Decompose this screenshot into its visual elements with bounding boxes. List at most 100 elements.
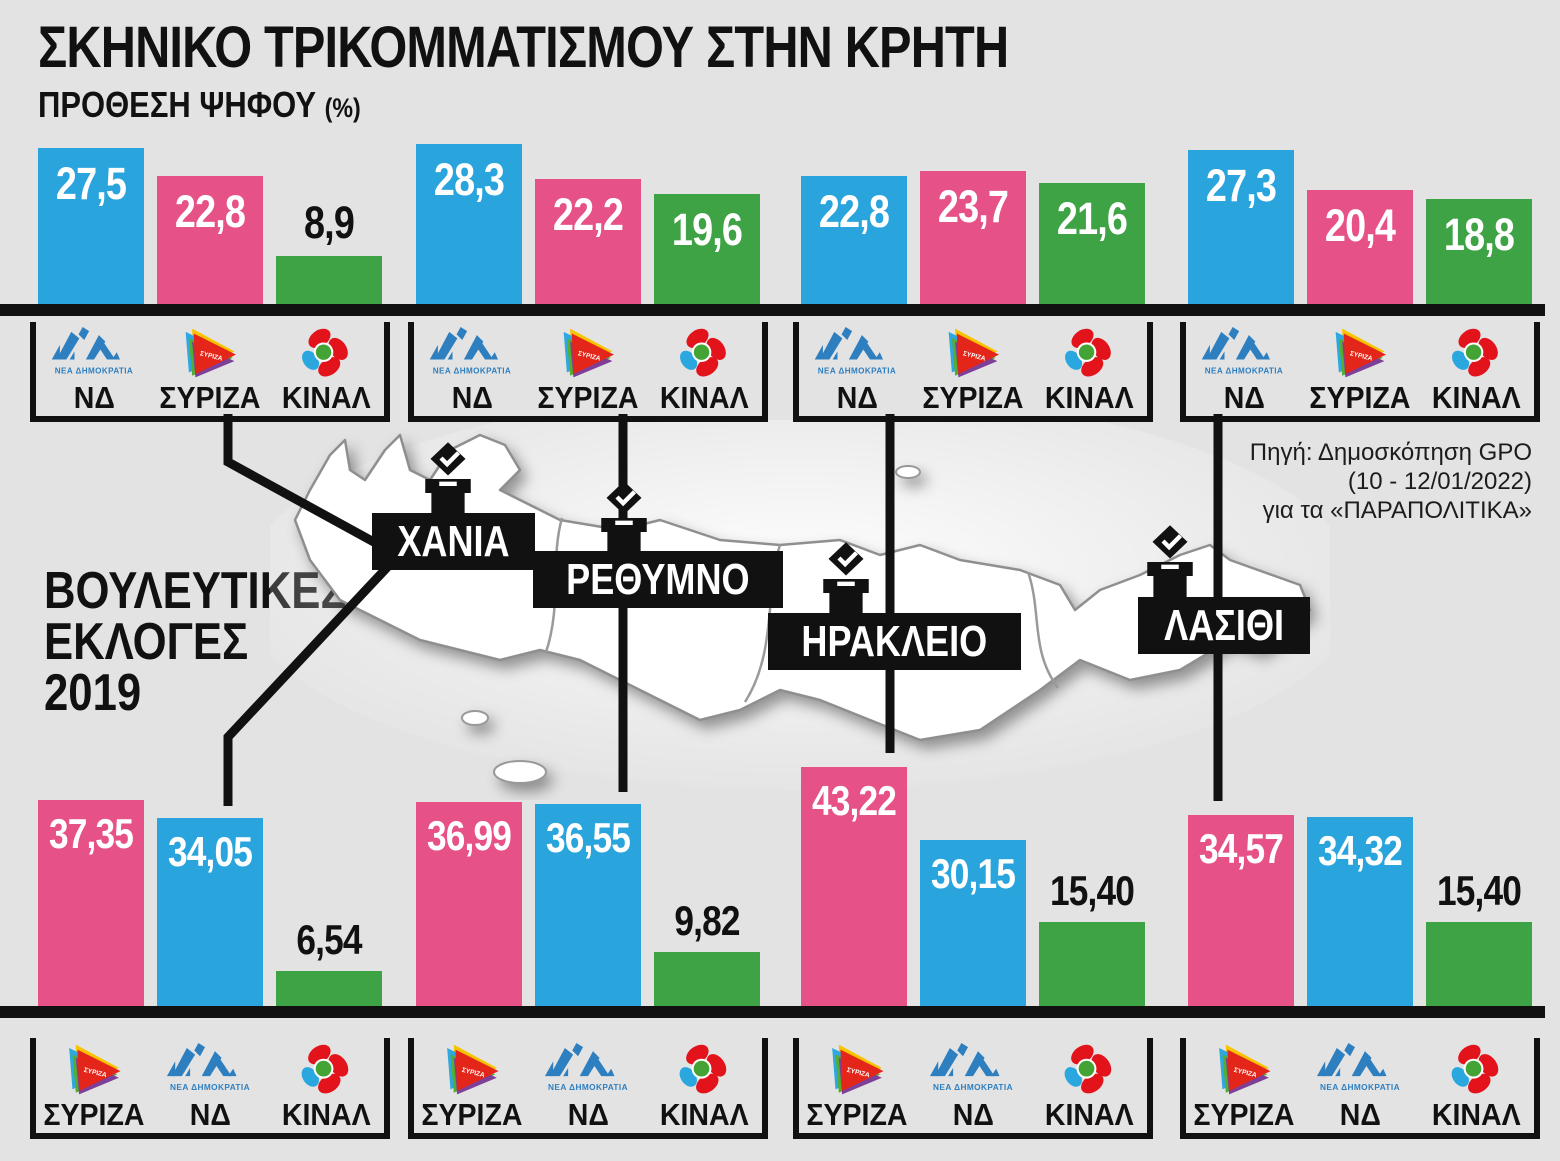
bar-ΚΙΝΑΛ-ΛΑΣΙΘΙ: 15,40 [1426,867,1532,1007]
bar-ΝΔ-ΗΡΑΚΛΕΙΟ: 30,15 [920,840,1026,1007]
party-band-bottom-lasithi: ΣΥΡΙΖΑ ΝΔ ΚΙΝΑΛ [1180,1038,1540,1139]
party-cell-nd: ΝΔ [1186,322,1302,416]
bar-value-label: 20,4 [1324,200,1396,251]
party-cell-kinal: ΚΙΝΑΛ [1418,322,1534,416]
bar-value-label: 15,40 [1436,867,1522,914]
bar-ΣΥΡΙΖΑ-ΧΑΝΙΑ: 37,35 [38,800,144,1007]
page-subtitle: ΠΡΟΘΕΣΗ ΨΗΦΟΥ (%) [38,84,361,126]
bar-value-label: 8,9 [303,197,355,248]
nd-logo-icon [1192,327,1296,379]
bar-value-label: 34,57 [1198,825,1284,872]
syriza-logo-icon [1212,1043,1276,1096]
party-label: ΣΥΡΙΖΑ [1309,380,1411,415]
syriza-logo-icon [1328,327,1392,379]
heading-line: ΕΚΛΟΓΕΣ [44,613,249,671]
bar-value-label: 15,40 [1049,867,1135,914]
party-cell-kinal: ΚΙΝΑΛ [1031,322,1147,416]
bar-value-label: 27,5 [55,158,127,209]
bar-value-label: 22,2 [552,189,624,240]
bar-value-label: 19,6 [671,204,743,255]
heading-line: 2019 [44,664,142,722]
page-title: ΣΚΗΝΙΚΟ ΤΡΙΚΟΜΜΑΤΙΣΜΟΥ ΣΤΗΝ ΚΡΗΤΗ [38,15,1009,80]
party-band-bottom-rethymno: ΣΥΡΙΖΑ ΝΔ ΚΙΝΑΛ [408,1038,768,1139]
party-label: ΣΥΡΙΖΑ [1193,1097,1295,1132]
party-label: ΝΔ [1223,380,1265,415]
nd-logo-icon [921,1043,1025,1096]
bar-value-label: 36,55 [545,814,631,861]
party-band-top-heraklio: ΝΔ ΣΥΡΙΖΑ ΚΙΝΑΛ [793,322,1153,422]
party-label: ΝΔ [73,380,115,415]
party-label: ΝΔ [451,380,493,415]
party-band-top-rethymno: ΝΔ ΣΥΡΙΖΑ ΚΙΝΑΛ [408,322,768,422]
bar-value-label: 22,8 [174,186,246,237]
bar-group-ΧΑΝΙΑ: 37,35 34,05 6,54 [30,762,390,1007]
party-label: ΣΥΡΙΖΑ [159,380,261,415]
bar-value-label: 9,82 [674,897,740,944]
party-cell-syriza: ΣΥΡΙΖΑ [1302,322,1418,416]
bar-ΚΙΝΑΛ-ΧΑΝΙΑ: 6,54 [276,916,382,1007]
source-line: (10 - 12/01/2022) [1347,468,1532,495]
nd-logo-icon [536,1043,640,1096]
nd-logo-icon [1308,1043,1412,1096]
bar-ΝΔ-ΧΑΝΙΑ: 27,5 [38,148,144,308]
bar-ΝΔ-ΡΕΘΥΜΝΟ: 36,55 [535,804,641,1007]
bar-ΝΔ-ΛΑΣΙΘΙ: 27,3 [1188,150,1294,308]
bar-value-label: 6,54 [296,916,362,963]
party-label: ΣΥΡΙΖΑ [421,1097,523,1132]
bar-ΣΥΡΙΖΑ-ΧΑΝΙΑ: 22,8 [157,176,263,308]
region-label-lasithi: ΛΑΣΙΘΙ [1138,597,1311,654]
party-band-top-lasithi: ΝΔ ΣΥΡΙΖΑ ΚΙΝΑΛ [1180,322,1540,422]
bar-group-ΡΕΘΥΜΝΟ: 28,3 22,2 19,6 [408,138,768,308]
bar-value-label: 23,7 [937,181,1009,232]
source-line: για τα «ΠΑΡΑΠΟΛΙΤΙΚΑ» [1262,497,1532,524]
heading-line: ΒΟΥΛΕΥΤΙΚΕΣ [44,562,347,620]
kinal-logo-icon [1445,327,1507,379]
kinal-logo-icon [1058,1043,1120,1096]
nd-logo-icon [420,327,524,379]
party-cell-syriza: ΣΥΡΙΖΑ [915,322,1031,416]
bar-ΝΔ-ΗΡΑΚΛΕΙΟ: 22,8 [801,176,907,308]
party-label: ΝΔ [1339,1097,1381,1132]
party-cell-kinal: ΚΙΝΑΛ [1418,1038,1534,1133]
bar-value-label: 18,8 [1443,209,1515,260]
party-label: ΚΙΝΑΛ [1431,380,1521,415]
bar-group-ΛΑΣΙΘΙ: 27,3 20,4 18,8 [1180,138,1540,308]
bar-group-ΛΑΣΙΘΙ: 34,57 34,32 15,40 [1180,762,1540,1007]
party-label: ΣΥΡΙΖΑ [43,1097,145,1132]
party-label: ΚΙΝΑΛ [659,380,749,415]
nd-logo-icon [42,327,146,379]
party-label: ΣΥΡΙΖΑ [537,380,639,415]
syriza-logo-icon [556,327,620,379]
bar-value-label: 30,15 [930,850,1016,897]
bar-value-label: 21,6 [1056,193,1128,244]
bar-ΚΙΝΑΛ-ΗΡΑΚΛΕΙΟ: 15,40 [1039,867,1145,1007]
syriza-logo-icon [941,327,1005,379]
bar-value-label: 43,22 [811,777,897,824]
party-label: ΚΙΝΑΛ [1044,380,1134,415]
party-label: ΝΔ [836,380,878,415]
party-cell-nd: ΝΔ [152,1038,268,1133]
party-cell-syriza: ΣΥΡΙΖΑ [414,1038,530,1133]
kinal-logo-icon [295,1043,357,1096]
bar-ΣΥΡΙΖΑ-ΛΑΣΙΘΙ: 34,57 [1188,815,1294,1007]
bar-ΚΙΝΑΛ-ΧΑΝΙΑ: 8,9 [276,197,382,308]
bar-ΚΙΝΑΛ-ΡΕΘΥΜΝΟ: 19,6 [654,194,760,308]
ballot-icon-rethymno [596,479,652,557]
party-cell-nd: ΝΔ [1302,1038,1418,1133]
bar-ΣΥΡΙΖΑ-ΡΕΘΥΜΝΟ: 36,99 [416,802,522,1007]
bar-ΝΔ-ΛΑΣΙΘΙ: 34,32 [1307,817,1413,1007]
connector-chania-top [223,414,395,556]
party-label: ΚΙΝΑΛ [1044,1097,1134,1132]
bar-group-ΗΡΑΚΛΕΙΟ: 22,8 23,7 21,6 [793,138,1153,308]
party-label: ΝΔ [567,1097,609,1132]
source-line: Πηγή: Δημοσκόπηση GPO [1249,439,1532,466]
ballot-icon-lasithi [1142,523,1198,601]
bar-ΚΙΝΑΛ-ΡΕΘΥΜΝΟ: 9,82 [654,897,760,1007]
party-cell-syriza: ΣΥΡΙΖΑ [530,322,646,416]
region-label-rethymno: ΡΕΘΥΜΝΟ [533,551,783,608]
kinal-logo-icon [295,327,357,379]
party-label: ΚΙΝΑΛ [659,1097,749,1132]
source-note: Πηγή: Δημοσκόπηση GPO (10 - 12/01/2022) … [1250,438,1532,525]
party-cell-nd: ΝΔ [36,322,152,416]
islet-dia [895,465,921,479]
